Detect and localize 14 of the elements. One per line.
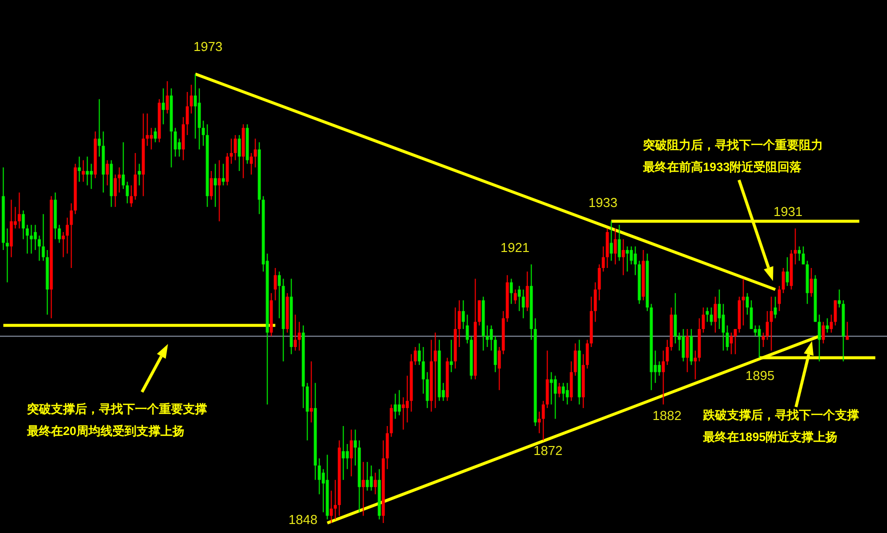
- annotation: 1921: [500, 240, 530, 255]
- annotation: 最终在前高1933附近受阻回落: [642, 160, 803, 174]
- annotation: 1933: [588, 195, 618, 210]
- annotation: 1931: [774, 204, 802, 219]
- annotation: 突破阻力后，寻找下一个重要阻力: [642, 138, 823, 152]
- annotation: 1895: [746, 368, 774, 383]
- text: 1973: [194, 39, 222, 54]
- annotation: 跌破支撑后，寻找下一个支撑: [702, 408, 859, 422]
- annotation: 1848: [288, 512, 318, 527]
- annotation: 最终在20周均线受到支撑上扬: [26, 424, 184, 438]
- annotation: 突破支撑后，寻找下一个重要支撑: [26, 402, 207, 416]
- annotation: 最终在1895附近支撑上扬: [702, 430, 838, 444]
- annotation: 1882: [652, 408, 682, 423]
- annotation: 1872: [534, 443, 562, 458]
